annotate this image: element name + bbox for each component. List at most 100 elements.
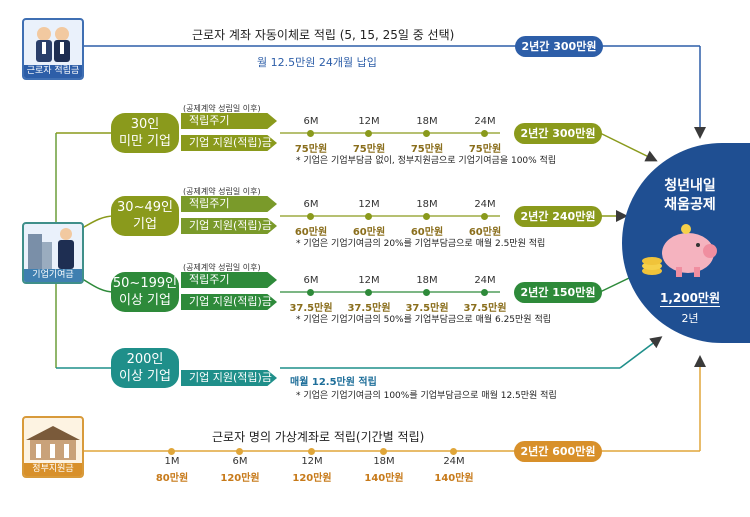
tier-1-cycle-label: 적립주기 [181,113,277,129]
tier-4-note: * 기업은 기업기여금의 100%를 기업부담금으로 매월 12.5만원 적립 [296,391,557,401]
company-caption: 기업기여금 [24,269,82,282]
tier-1-dot [365,130,372,137]
goal-divider [660,306,720,307]
tier-1-month-3: 18M [416,116,438,127]
tier-2-contract-note: (공제계약 성립일 이후) [183,187,261,196]
worker-total-badge: 2년간 300만원 [515,36,603,57]
goal-amount: 1,200만원 [659,291,721,305]
tier-1-name-line2: 미만 기업 [119,134,171,149]
tier-1-contract-note: (공제계약 성립일 이후) [183,104,261,113]
government-caption: 정부지원금 [24,463,82,476]
government-total-badge: 2년간 600만원 [514,441,602,462]
tier-1-amount-3: 75만원 [410,144,444,155]
tier-4-badge: 200인 이상 기업 [111,348,179,388]
tier-1-support-label: 기업 지원(적립)금 [181,135,277,151]
gov-dot [168,448,175,455]
worker-title: 근로자 계좌 자동이체로 적립 (5, 15, 25일 중 선택) [192,28,455,42]
tier-3-month-4: 24M [474,275,496,286]
tier-3-month-1: 6M [303,275,319,286]
tier-3-note: * 기업은 기업기여금의 50%를 기업부담금으로 매월 6.25만원 적립 [296,315,552,325]
goal-title-line2: 채움공제 [664,197,716,213]
tier-4-name-line1: 200인 [126,352,164,367]
gov-month-4: 18M [373,456,395,467]
tier-1-dot [423,130,430,137]
tier-3-amount-4: 37.5만원 [463,303,507,314]
tier-2-cycle-label: 적립주기 [181,196,277,212]
tier-3-amount-3: 37.5만원 [405,303,449,314]
government-title: 근로자 명의 가상계좌로 적립(기간별 적립) [212,430,425,444]
tier-4-monthly: 매월 12.5만원 적립 [290,377,377,388]
tier-1-dot [307,130,314,137]
tier-3-badge: 50~199인 이상 기업 [111,272,179,312]
tier-1-dot [481,130,488,137]
goal-circle: 청년내일 채움공제 1,200만원 2년 [622,143,750,343]
gov-month-3: 12M [301,456,323,467]
tier-1-note: * 기업은 기업부담금 없이, 정부지원금으로 기업기여금을 100% 적립 [296,156,557,166]
tier-2-badge: 30~49인 기업 [111,196,179,236]
tier-1-amount-1: 75만원 [294,144,328,155]
tier-1-amount-2: 75만원 [352,144,386,155]
tier-4-name-line2: 이상 기업 [119,369,171,384]
tier-2-name-line2: 기업 [133,217,157,232]
goal-title-line1: 청년내일 [664,178,716,194]
gov-month-2: 6M [232,456,248,467]
tier-2-amount-3: 60만원 [410,227,444,238]
worker-source-box: 근로자 적립금 [22,18,84,80]
tier-2-total-badge: 2년간 240만원 [514,206,602,227]
tier-3-dot [423,289,430,296]
tier-2-dot [423,213,430,220]
gov-dot [308,448,315,455]
tier-2-name-line1: 30~49인 [117,200,173,215]
tier-2-amount-2: 60만원 [352,227,386,238]
worker-subtitle: 월 12.5만원 24개월 납입 [257,56,377,69]
tier-1-month-1: 6M [303,116,319,127]
workers-illustration-icon [36,27,70,62]
tier-3-total-badge: 2년간 150만원 [514,282,602,303]
tier-2-dot [481,213,488,220]
gov-amount-4: 140만원 [364,473,404,484]
tier-2-note: * 기업은 기업기여금의 20%를 기업부담금으로 매월 2.5만원 적립 [296,239,546,249]
gov-amount-1: 80만원 [155,473,189,484]
gov-amount-3: 120만원 [292,473,332,484]
tier-2-support-label: 기업 지원(적립)금 [181,218,277,234]
tier-2-month-2: 12M [358,199,380,210]
worker-caption: 근로자 적립금 [24,65,82,78]
gov-dot [380,448,387,455]
tier-3-month-2: 12M [358,275,380,286]
tier-1-amount-4: 75만원 [468,144,502,155]
tier-1-badge: 30인 미만 기업 [111,113,179,153]
tier-3-dot [307,289,314,296]
gov-amount-5: 140만원 [434,473,474,484]
tier-2-dot [307,213,314,220]
tier-3-dot [365,289,372,296]
company-source-box: 기업기여금 [22,222,84,284]
tier-3-amount-1: 37.5만원 [289,303,333,314]
tier-3-name-line1: 50~199인 [112,276,178,291]
tier-3-dot [481,289,488,296]
tier-3-cycle-label: 적립주기 [181,272,277,288]
gov-month-5: 24M [443,456,465,467]
tier-3-support-label: 기업 지원(적립)금 [181,294,277,310]
government-source-box: 정부지원금 [22,416,84,478]
tier-1-month-4: 24M [474,116,496,127]
government-building-icon [26,426,80,460]
tier-4-support-label: 기업 지원(적립)금 [181,370,277,386]
tier-2-month-3: 18M [416,199,438,210]
gov-amount-2: 120만원 [220,473,260,484]
tier-3-name-line2: 이상 기업 [119,293,171,308]
tier-3-amount-2: 37.5만원 [347,303,391,314]
gov-dot [450,448,457,455]
piggy-bank-icon [642,224,717,277]
tier-2-amount-4: 60만원 [468,227,502,238]
tier-2-month-4: 24M [474,199,496,210]
gov-month-1: 1M [164,456,180,467]
tier-3-contract-note: (공제계약 성립일 이후) [183,263,261,272]
gov-dot [236,448,243,455]
building-businessman-icon [28,228,74,269]
tier-2-amount-1: 60만원 [294,227,328,238]
tier-1-total-badge: 2년간 300만원 [514,123,602,144]
tier-2-dot [365,213,372,220]
tier-2-month-1: 6M [303,199,319,210]
tier-1-name-line1: 30인 [130,117,160,132]
tier-1-month-2: 12M [358,116,380,127]
